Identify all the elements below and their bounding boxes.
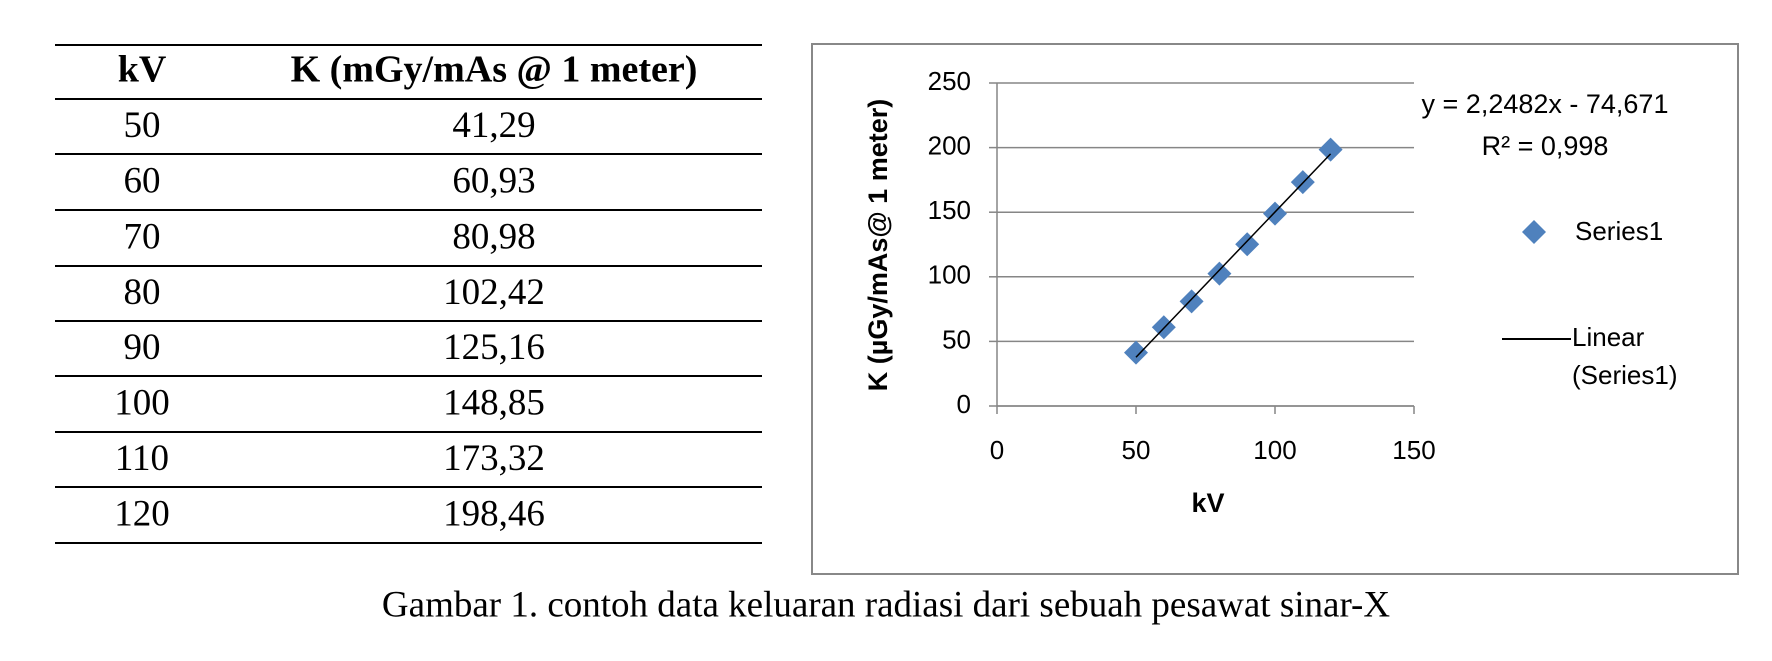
legend-label: Series1 [1575,216,1663,246]
legend-marker [1522,220,1546,244]
table-cell: 110 [115,438,169,479]
trendline [1135,153,1332,358]
y-tick-label: 250 [928,66,971,96]
data-point [1124,340,1148,365]
trend-r-squared: R² = 0,998 [1482,131,1609,161]
table-cell: 100 [114,382,170,423]
x-tick-label: 100 [1253,435,1296,465]
trend-equation: y = 2,2482x - 74,671 [1422,89,1669,119]
table-cell: 80,98 [452,216,535,257]
table-cell: 70 [124,216,161,257]
table-cell: 50 [124,105,161,146]
x-tick-label: 50 [1122,435,1151,465]
data-point [1318,137,1343,162]
table-cell: 120 [114,493,170,534]
table-cell: 198,46 [443,493,545,534]
table-cell: 148,85 [443,382,545,423]
data-point [1235,232,1260,257]
table-cell: 125,16 [443,327,545,368]
table-header: kV [118,49,167,91]
y-tick-label: 50 [942,324,971,354]
caption: Gambar 1. contoh data keluaran radiasi d… [382,584,1390,625]
table-cell: 173,32 [443,438,545,479]
y-tick-label: 150 [928,195,971,225]
data-point [1179,289,1204,314]
table-cell: 102,42 [443,272,545,313]
y-tick-label: 0 [957,389,971,419]
chart-border [811,43,1739,575]
x-tick-label: 0 [990,435,1004,465]
y-axis-label: K (µGy/mAs@ 1 meter) [863,99,893,391]
table-cell: 90 [124,327,161,368]
table-header: K (mGy/mAs @ 1 meter) [291,49,698,91]
x-tick-label: 150 [1392,435,1435,465]
table-cell: 41,29 [452,105,535,146]
data-point [1207,261,1232,286]
table-cell: 60 [124,160,161,201]
table-cell: 80 [124,272,161,313]
data-point [1263,201,1287,226]
table-cell: 60,93 [452,160,535,201]
y-tick-label: 200 [928,130,971,160]
x-axis-label: kV [1191,488,1224,518]
y-tick-label: 100 [928,260,971,290]
legend-label: Linear (Series1) [1572,322,1678,390]
